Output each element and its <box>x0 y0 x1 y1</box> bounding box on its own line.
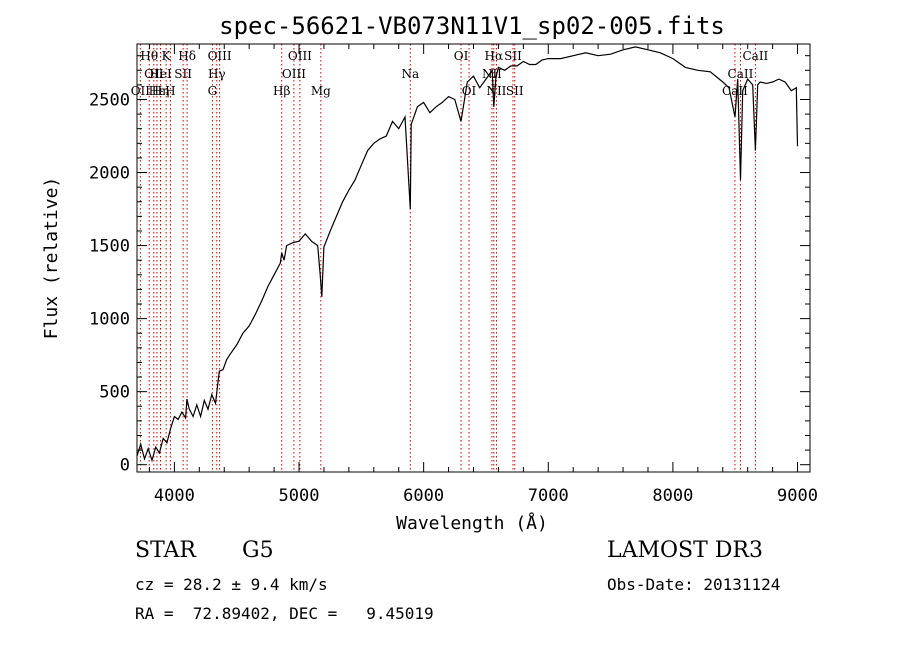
y-tick-label: 1000 <box>89 310 130 330</box>
y-tick-label: 500 <box>99 383 130 403</box>
line-label-14: OIII <box>288 49 312 63</box>
x-axis-label: Wavelength (Å) <box>396 512 548 534</box>
y-tick-label: 2000 <box>89 164 130 184</box>
object-subclass: G5 <box>242 538 274 563</box>
line-label-25: CaII <box>742 49 768 63</box>
y-tick-label: 1500 <box>89 237 130 257</box>
line-label-1: Hθ <box>140 49 158 63</box>
coordinates: RA = 72.89402, DEC = 9.45019 <box>135 604 434 623</box>
line-label-2: OII <box>144 67 164 81</box>
x-tick-label: 6000 <box>403 486 444 506</box>
x-tick-label: 8000 <box>652 486 693 506</box>
spectrum-series <box>136 46 799 463</box>
line-label-15: OIII <box>282 67 306 81</box>
line-label-19: OI <box>462 84 477 98</box>
chart-title: spec-56621-VB073N11V1_sp02-005.fits <box>219 12 725 40</box>
line-label-3: Hε <box>149 84 166 98</box>
x-tick-label: 5000 <box>279 486 320 506</box>
line-label-0: OII <box>131 84 151 98</box>
y-axis-label: Flux (relative) <box>41 177 62 340</box>
x-tick-label: 7000 <box>528 486 569 506</box>
line-label-16: Mg <box>311 84 331 98</box>
line-label-8: SII <box>174 67 192 81</box>
line-label-10: OIII <box>208 49 232 63</box>
survey-name: LAMOST DR3 <box>607 538 763 563</box>
line-label-13: Hβ <box>273 84 290 98</box>
y-tick-label: 0 <box>120 456 130 476</box>
line-label-17: Na <box>401 67 419 81</box>
line-label-5: K <box>162 49 172 63</box>
line-label-6: Hη <box>152 84 170 98</box>
x-axis-ticks: 4000 5000 6000 7000 8000 9000 <box>148 44 818 506</box>
line-label-22: NII <box>486 84 506 98</box>
line-label-9: Hδ <box>178 49 196 63</box>
line-label-24: SII <box>506 84 524 98</box>
line-label-18: OI <box>454 49 469 63</box>
line-label-4: HeI <box>149 67 172 81</box>
spectral-line-markers <box>139 44 756 472</box>
y-tick-label: 2500 <box>89 91 130 111</box>
observation-date: Obs-Date: 20131124 <box>607 575 781 594</box>
line-label-26: CaII <box>728 67 754 81</box>
plot-frame <box>136 43 811 473</box>
y-axis-ticks: 0 500 1000 1500 2000 2500 <box>89 55 810 476</box>
line-label-23: SII <box>504 49 522 63</box>
line-label-12: G <box>208 84 218 98</box>
line-label-7: H <box>165 84 175 98</box>
line-label-11: Hγ <box>208 67 226 81</box>
x-tick-label: 9000 <box>777 486 818 506</box>
x-tick-label: 4000 <box>154 486 195 506</box>
redshift-info: cz = 28.2 ± 9.4 km/s <box>135 575 328 594</box>
line-label-20: Hα <box>485 49 504 63</box>
object-class: STAR <box>135 538 196 563</box>
